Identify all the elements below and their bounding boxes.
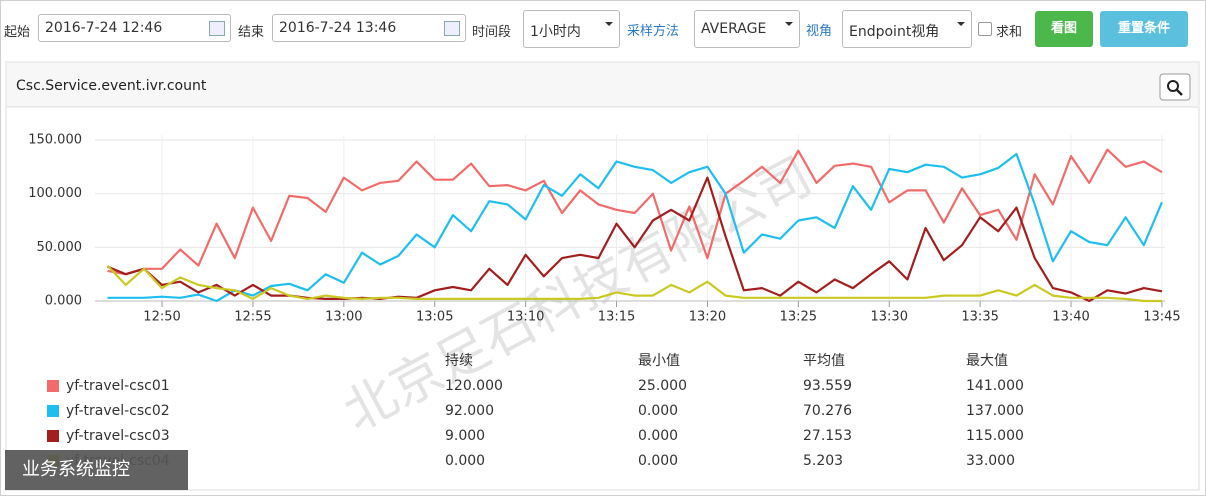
x-tick-label: 13:30 <box>871 310 908 325</box>
legend-header: 最小值 <box>638 353 680 369</box>
x-tick-label: 13:15 <box>598 310 635 325</box>
start-label: 起始 <box>4 25 31 40</box>
legend-name: yf-travel-csc02 <box>66 403 170 419</box>
view-link[interactable]: 视角 <box>806 24 833 39</box>
reset-button[interactable]: 重置条件 <box>1100 11 1188 47</box>
x-tick-label: 13:35 <box>961 310 998 325</box>
legend-stat: 70.276 <box>803 403 852 419</box>
legend-stat: 0.000 <box>445 453 485 469</box>
end-label: 结束 <box>238 25 265 40</box>
sampling-link[interactable]: 采样方法 <box>627 24 680 39</box>
legend-stat: 141.000 <box>966 378 1024 394</box>
x-tick-label: 12:55 <box>234 310 271 325</box>
legend-swatch <box>47 430 59 442</box>
legend-stat: 9.000 <box>445 428 485 444</box>
panel-header <box>7 63 1198 107</box>
caption-box <box>5 450 188 490</box>
legend-header: 平均值 <box>803 353 845 369</box>
caption: 业务系统监控 <box>22 459 130 480</box>
legend-swatch <box>47 405 59 417</box>
start-value: 2016-7-24 12:46 <box>45 20 163 36</box>
panel-box <box>5 61 1200 491</box>
start-input[interactable]: 2016-7-24 12:46 <box>38 14 231 42</box>
legend-stat: 0.000 <box>638 428 678 444</box>
panel-title: Csc.Service.event.ivr.count <box>16 78 207 94</box>
sampling-value: AVERAGE <box>701 21 767 37</box>
x-tick-label: 13:10 <box>507 310 544 325</box>
x-tick-label: 13:20 <box>689 310 726 325</box>
sampling-select[interactable]: AVERAGE <box>694 10 800 48</box>
legend-stat: 33.000 <box>966 453 1015 469</box>
legend-stat: 0.000 <box>638 403 678 419</box>
x-tick-label: 13:05 <box>416 310 453 325</box>
x-tick-label: 13:25 <box>780 310 817 325</box>
legend-header: 最大值 <box>966 353 1008 369</box>
y-tick-label: 0.000 <box>45 294 82 309</box>
legend-stat: 120.000 <box>445 378 503 394</box>
x-tick-label: 13:40 <box>1052 310 1089 325</box>
series-line <box>107 148 1163 276</box>
legend-stat: 93.559 <box>803 378 852 394</box>
sum-checkbox[interactable] <box>978 22 992 36</box>
legend-name: yf-travel-csc03 <box>66 428 170 444</box>
y-tick-label: 100.000 <box>28 186 82 201</box>
series-line <box>107 152 1163 303</box>
y-tick-label: 50.000 <box>37 240 83 255</box>
sum-label: 求和 <box>996 25 1023 40</box>
zoom-button[interactable] <box>1159 73 1191 101</box>
period-select[interactable]: 1小时内 <box>523 10 620 48</box>
view-select[interactable]: Endpoint视角 <box>842 10 972 48</box>
legend-name: yf-travel-csc01 <box>66 378 170 394</box>
view-button[interactable]: 看图 <box>1035 11 1093 47</box>
legend-header: 持续 <box>445 352 473 369</box>
series-line <box>107 176 1163 303</box>
legend-stat: 137.000 <box>966 403 1024 419</box>
legend-stat: 25.000 <box>638 378 687 394</box>
legend-stat: 27.153 <box>803 428 852 444</box>
legend-stat: 92.000 <box>445 403 494 419</box>
legend-swatch <box>47 380 59 392</box>
legend-stat: 0.000 <box>638 453 678 469</box>
period-label: 时间段 <box>472 25 512 40</box>
y-tick-label: 150.000 <box>28 133 82 148</box>
x-tick-label: 13:45 <box>1143 310 1180 325</box>
end-input[interactable]: 2016-7-24 13:46 <box>272 14 466 42</box>
end-value: 2016-7-24 13:46 <box>279 20 397 36</box>
x-tick-label: 12:50 <box>143 310 180 325</box>
series-line <box>106 264 1162 303</box>
legend-stat: 5.203 <box>803 453 843 469</box>
view-value: Endpoint视角 <box>849 24 940 40</box>
legend-stat: 115.000 <box>966 428 1024 444</box>
period-value: 1小时内 <box>530 24 581 40</box>
x-tick-label: 13:00 <box>325 310 362 325</box>
